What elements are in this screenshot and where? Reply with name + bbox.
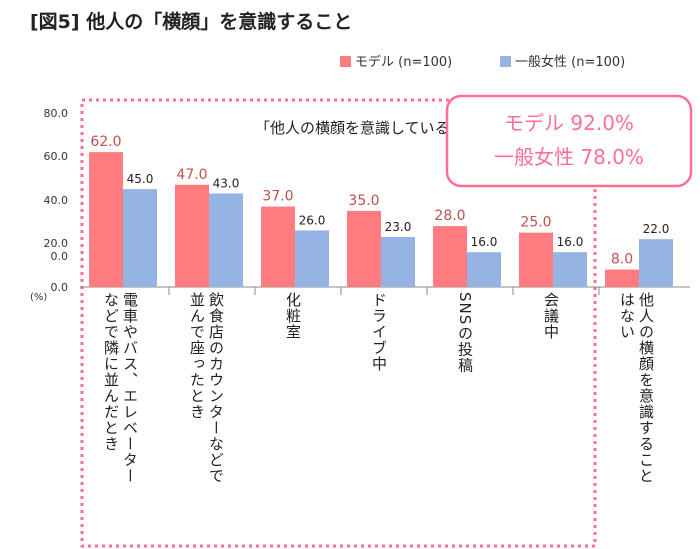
value-label-general: 23.0	[385, 220, 412, 234]
y-tick-label: 60.0	[44, 150, 69, 163]
totals-callout-box	[445, 94, 693, 188]
bar-general	[123, 189, 157, 287]
value-label-model: 8.0	[611, 252, 633, 268]
category-label: 他人の横顔を意識すること はない	[618, 292, 655, 484]
y-tick-label: 40.0	[44, 194, 69, 207]
aware-total-label: 「他人の横顔を意識している」計	[255, 119, 480, 137]
category-label: 化粧室	[284, 292, 302, 340]
value-label-model: 35.0	[348, 193, 379, 209]
general-total: 一般女性 78.0%	[494, 145, 644, 169]
bar-model	[347, 210, 381, 287]
legend-label-general: 一般女性 (n=100)	[515, 54, 625, 70]
value-label-model: 28.0	[434, 208, 465, 224]
y-tick-label: 80.0	[44, 107, 69, 120]
value-label-model: 37.0	[262, 189, 293, 205]
bar-model	[433, 226, 467, 287]
category-label: SNSの投稿	[456, 292, 474, 374]
category-label: ドライブ中	[370, 292, 388, 372]
value-labels: 62.0 45.0 47.0 43.0 37.0 26.0 35.0 23.0 28.0 16.0…	[90, 134, 669, 267]
value-label-general: 16.0	[471, 235, 498, 249]
y-unit-label: (%)	[30, 292, 47, 303]
bar-general	[639, 239, 673, 287]
category-label: 飲食店のカウンターなどで 並んで座ったとき	[188, 292, 225, 484]
category-dividers	[168, 287, 600, 295]
chart-title: [図5] 他人の「横顔」を意識すること	[30, 10, 352, 33]
bar-model	[175, 184, 209, 287]
legend: モデル (n=100) 一般女性 (n=100)	[340, 54, 625, 70]
bar-model	[519, 232, 553, 287]
bars	[89, 152, 673, 287]
value-label-general: 16.0	[557, 235, 584, 249]
bar-model	[605, 269, 639, 287]
bar-general	[467, 252, 501, 287]
category-label: 電車やバス、エレベーター などで隣に並んだとき	[102, 292, 139, 484]
totals-callout: モデル 92.0% 一般女性 78.0%	[445, 94, 693, 188]
bar-general	[209, 193, 243, 287]
value-label-model: 25.0	[520, 215, 551, 231]
value-label-general: 26.0	[299, 213, 326, 227]
bar-general	[295, 230, 329, 287]
bar-general	[553, 252, 587, 287]
model-total: モデル 92.0%	[504, 111, 634, 135]
value-label-model: 47.0	[176, 167, 207, 183]
legend-label-model: モデル (n=100)	[355, 54, 452, 70]
bar-general	[381, 236, 415, 287]
y-tick-label: 0.0	[51, 250, 69, 263]
bar-model	[89, 152, 123, 287]
legend-swatch-model	[340, 56, 351, 67]
y-tick-label: 0.0	[51, 281, 69, 294]
legend-swatch-general	[500, 56, 511, 67]
value-label-model: 62.0	[90, 134, 121, 150]
y-tick-label: 20.0	[44, 237, 69, 250]
value-label-general: 22.0	[643, 222, 670, 236]
aware-total-dotted-box	[80, 98, 597, 548]
value-label-general: 45.0	[127, 172, 154, 186]
value-label-general: 43.0	[213, 176, 240, 190]
bar-model	[261, 206, 295, 287]
category-label: 会議中	[542, 292, 560, 340]
